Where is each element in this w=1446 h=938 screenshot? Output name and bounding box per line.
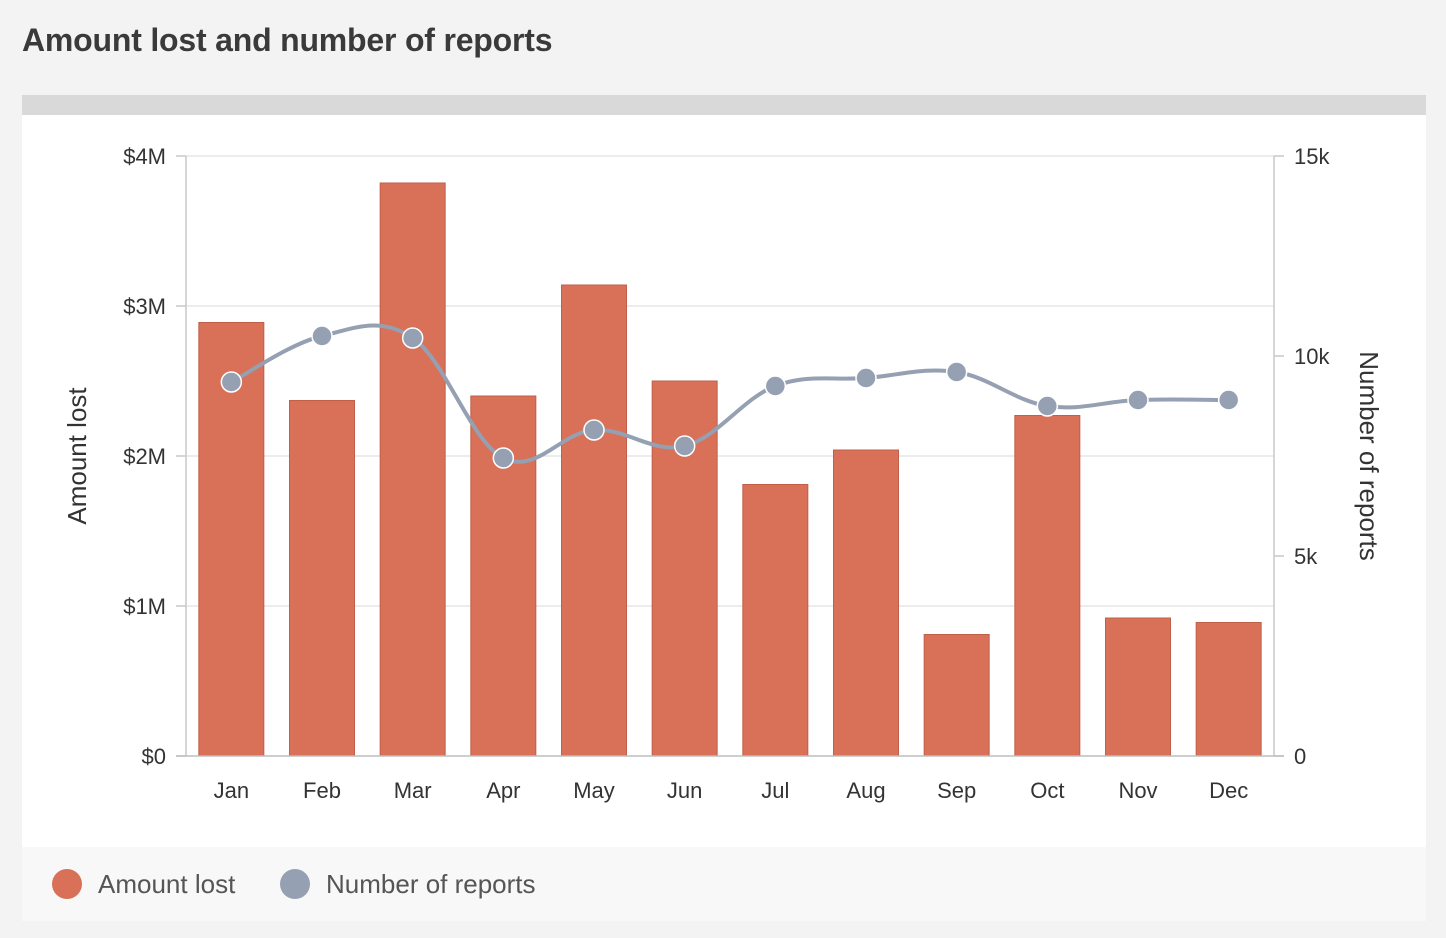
- y-axis-title-right: Number of reports: [1354, 351, 1384, 561]
- x-tick-label: Mar: [394, 778, 432, 803]
- bar-nov: [1105, 617, 1171, 757]
- x-tick-label: Nov: [1118, 778, 1157, 803]
- point-mar: [401, 327, 424, 349]
- legend: Amount lost Number of reports: [22, 847, 1426, 921]
- chart-title: Amount lost and number of reports: [22, 22, 553, 58]
- y-tick-label-right: 0: [1294, 744, 1306, 769]
- x-tick-label: Oct: [1030, 778, 1064, 803]
- chart-header-bar: [22, 95, 1426, 115]
- y-tick-label-left: $3M: [123, 294, 166, 319]
- y-axis-title-left: Amount lost: [62, 387, 92, 525]
- x-tick-label: May: [573, 778, 615, 803]
- tick-labels: $0 $1M $2M $3M $4M 0 5k 10k 15k Jan Feb Mar Apr May Ju…: [123, 144, 1330, 803]
- legend-dot-icon: [280, 869, 310, 899]
- x-tick-label: Jun: [667, 778, 702, 803]
- bar-feb: [289, 400, 355, 757]
- bar-aug: [833, 449, 899, 757]
- bar-oct: [1014, 415, 1081, 757]
- point-jun: [673, 435, 696, 457]
- legend-dot-icon: [52, 869, 82, 899]
- y-tick-label-right: 10k: [1294, 344, 1330, 369]
- y-tick-label-right: 15k: [1294, 144, 1330, 169]
- legend-label: Amount lost: [98, 868, 236, 899]
- x-tick-label: Feb: [303, 778, 341, 803]
- y-tick-label-left: $2M: [123, 444, 166, 469]
- point-oct: [1036, 395, 1059, 417]
- y-tick-label-right: 5k: [1294, 544, 1318, 569]
- point-aug: [855, 367, 877, 389]
- line-number-of-reports: [220, 323, 1240, 469]
- bar-jul: [742, 484, 809, 757]
- point-nov: [1127, 389, 1149, 411]
- x-tick-label: Dec: [1209, 778, 1248, 803]
- x-tick-label: Aug: [846, 778, 885, 803]
- legend-label: Number of reports: [326, 868, 536, 899]
- point-jul: [764, 375, 787, 397]
- bar-may: [561, 284, 627, 757]
- point-jan: [220, 371, 243, 393]
- bar-sep: [923, 634, 990, 757]
- x-tick-label: Jul: [761, 778, 789, 803]
- x-tick-label: Apr: [486, 778, 520, 803]
- x-tick-label: Sep: [937, 778, 976, 803]
- point-feb: [311, 325, 333, 347]
- point-dec: [1217, 389, 1240, 411]
- x-tick-label: Jan: [214, 778, 249, 803]
- y-tick-label-left: $1M: [123, 594, 166, 619]
- bar-mar: [379, 182, 446, 757]
- point-sep: [945, 361, 968, 383]
- point-apr: [492, 447, 515, 469]
- gridlines: [186, 155, 1274, 607]
- bar-dec: [1195, 622, 1262, 757]
- y-tick-label-left: $0: [142, 744, 166, 769]
- point-may: [583, 419, 605, 441]
- legend-item-amount-lost[interactable]: Amount lost: [52, 847, 235, 921]
- y-tick-label-left: $4M: [123, 144, 166, 169]
- bars-amount-lost: [198, 182, 1262, 757]
- legend-item-number-of-reports[interactable]: Number of reports: [280, 847, 536, 921]
- axes: [176, 155, 1284, 757]
- bar-jan: [198, 322, 265, 757]
